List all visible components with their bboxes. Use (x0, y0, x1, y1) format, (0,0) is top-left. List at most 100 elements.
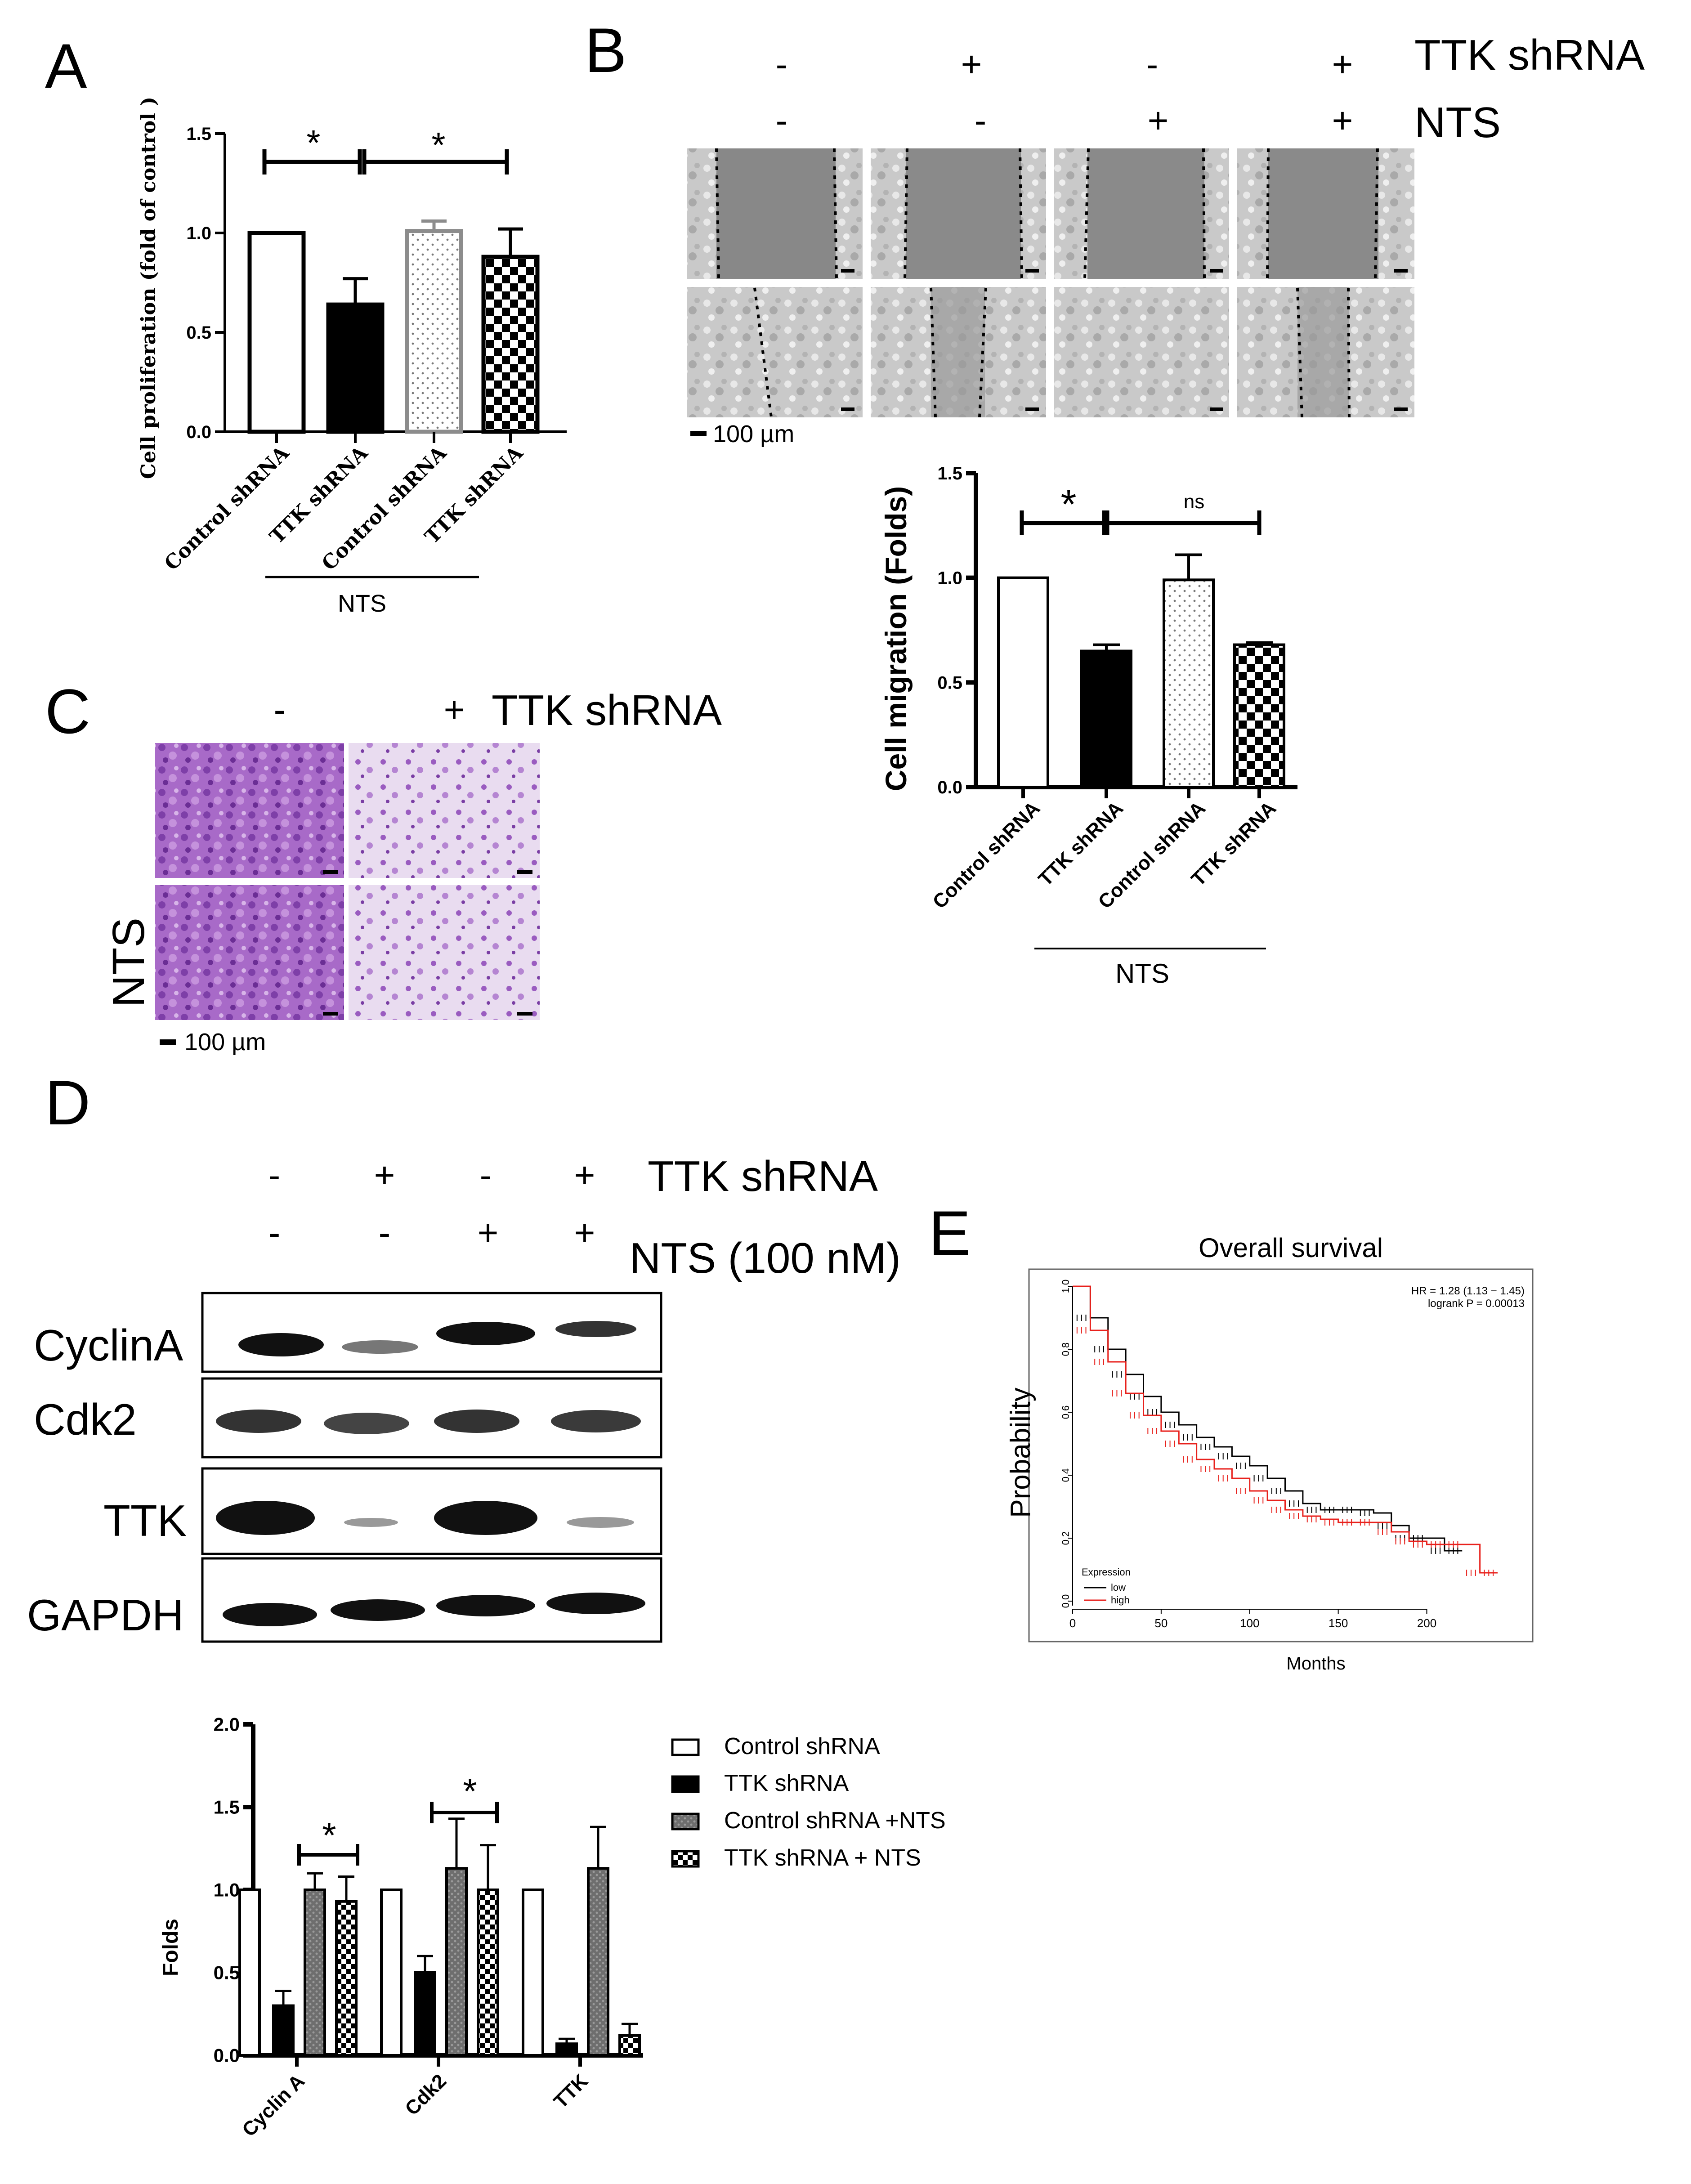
d-sign-r2-4: + (574, 1213, 595, 1253)
y-tick-label: 0.2 (1060, 1531, 1071, 1545)
b-micrograph-r1c4 (1237, 148, 1414, 279)
panel-d-categories: Cyclin A Cdk2 TTK (238, 2055, 592, 2141)
legend-item-control-shrna: Control shRNA (671, 1733, 880, 1759)
b-micrograph-r2c4 (1237, 287, 1414, 418)
blot-label-ttk: TTK (103, 1496, 187, 1545)
blot-cdk2: Cdk2 (34, 1377, 662, 1459)
y-tick-label: 0.4 (1060, 1468, 1071, 1482)
panel-e-legend-high: high (1111, 1594, 1130, 1606)
legend-item-ttk-shrna-nts: TTK shRNA + NTS (671, 1845, 921, 1871)
survival-curve-low (1073, 1285, 1463, 1552)
x-tick-label: 150 (1329, 1616, 1348, 1630)
blot-label-cdk2: Cdk2 (34, 1395, 137, 1444)
legend-item-control-shrna-nts: Control shRNA +NTS (671, 1808, 946, 1834)
y-tick-label: 0.0 (1060, 1594, 1071, 1608)
panel-e-curves (1073, 1285, 1498, 1576)
y-tick-label: 1.0 (214, 1880, 240, 1901)
c-scale-label: 100 µm (184, 1029, 266, 1056)
bar (380, 1889, 403, 2057)
bar (1163, 578, 1215, 788)
b-sign-r2-1: - (776, 100, 788, 140)
svg-text:TTK shRNA: TTK shRNA (724, 1770, 849, 1796)
bar (326, 302, 385, 434)
b-micrograph-r2c2 (871, 287, 1046, 418)
d-sign-r2-1: - (268, 1213, 281, 1253)
bar (1233, 643, 1285, 789)
category-label: Control shRNA (160, 441, 294, 575)
panel-a-sig-2: * (431, 125, 445, 165)
panel-b-ylabel: Cell migration (Folds) (879, 486, 913, 791)
blot-gapdh: GAPDH (27, 1557, 662, 1643)
b-sign-r1-4: + (1332, 44, 1353, 84)
y-tick-label: 1.5 (186, 124, 211, 144)
d-sign-r2-2: - (379, 1213, 391, 1253)
b-micrograph-r2c3 (1054, 287, 1229, 417)
panel-label-d: D (45, 1067, 90, 1138)
panel-e-axes: 0.0 0.2 0.4 0.6 0.8 1.0 0 50 100 150 200 (1060, 1280, 1436, 1630)
y-tick-label: 0.5 (937, 673, 962, 693)
panel-c: C - + TTK shRNA NTS 100 µm (45, 676, 722, 1056)
blot-label-gapdh: GAPDH (27, 1590, 184, 1640)
b-sign-r2-3: + (1148, 100, 1169, 140)
panel-e-legend-title: Expression (1082, 1566, 1131, 1578)
panel-e-pvalue: logrank P = 0.00013 (1428, 1298, 1525, 1310)
panel-b-sig-1: * (1060, 482, 1076, 527)
b-sign-r1-1: - (776, 44, 788, 84)
panel-e-frame (1028, 1268, 1534, 1642)
panel-e-ylabel: Probability (1005, 1387, 1036, 1517)
b-sign-r2-2: - (975, 100, 987, 140)
panel-e-title: Overall survival (1199, 1233, 1383, 1263)
y-tick-label: 1.5 (937, 464, 962, 483)
blot-label-cyclina: CyclinA (34, 1320, 183, 1370)
bar (405, 229, 463, 434)
y-tick-label: 0.5 (186, 323, 211, 343)
category-label: Cdk2 (401, 2070, 451, 2120)
bar (555, 2042, 578, 2057)
y-tick-label: 0.5 (214, 1962, 240, 1983)
bar (1080, 649, 1132, 788)
panel-e-xlabel: Months (1286, 1654, 1345, 1674)
panel-b: B - + - + - - + + TTK shRNA NTS (585, 15, 1645, 989)
panel-label-a: A (45, 31, 87, 101)
b-sign-r2-4: + (1332, 100, 1353, 140)
bar (304, 1889, 326, 2057)
c-ttk-shrna-label: TTK shRNA (492, 686, 722, 734)
d-nts-label: NTS (100 nM) (630, 1234, 901, 1282)
panel-b-bars (997, 553, 1285, 798)
category-label: TTK shRNA (1034, 797, 1127, 890)
b-sign-r1-3: - (1146, 44, 1159, 84)
panel-a-ylabel: Cell proliferation (fold of control ) (137, 97, 160, 479)
svg-text:Control shRNA +NTS: Control shRNA +NTS (724, 1808, 946, 1834)
panel-e-legend-low: low (1111, 1582, 1126, 1593)
panel-e: E Overall survival Probability Months HR… (929, 1198, 1534, 1674)
bar (445, 1867, 468, 2057)
d-sign-r1-3: - (480, 1155, 492, 1195)
bar (477, 1889, 499, 2057)
blot-ttk: TTK (103, 1467, 662, 1555)
bar (618, 2034, 641, 2057)
b-scale-bar (690, 431, 707, 436)
bar (414, 1971, 436, 2057)
category-label: TTK (550, 2070, 592, 2112)
b-micrographs (687, 148, 1414, 418)
b-scale-label: 100 µm (713, 421, 794, 448)
c-sign-2: + (444, 689, 465, 729)
panel-b-sig-brackets (1020, 510, 1262, 535)
panel-d-ylabel: Folds (159, 1919, 183, 1976)
y-tick-label: 0.0 (214, 2045, 240, 2066)
legend-item-ttk-shrna: TTK shRNA (671, 1770, 849, 1796)
panel-e-legend: Expression low high (1082, 1566, 1131, 1606)
d-sign-r1-1: - (268, 1155, 281, 1195)
panel-a-sig-1: * (306, 123, 320, 163)
bar (587, 1867, 609, 2057)
survival-curve-high (1073, 1285, 1498, 1574)
y-tick-label: 1.0 (186, 224, 211, 243)
bar (522, 1889, 544, 2057)
panel-d-sig-2: * (463, 1771, 477, 1811)
panel-b-group-label: NTS (1115, 958, 1169, 989)
panel-a: A Cell proliferation (fold of control ) … (45, 31, 567, 617)
panel-label-c: C (45, 676, 90, 747)
c-micrograph-r1c1 (155, 743, 344, 878)
b-nts-label: NTS (1414, 98, 1501, 147)
